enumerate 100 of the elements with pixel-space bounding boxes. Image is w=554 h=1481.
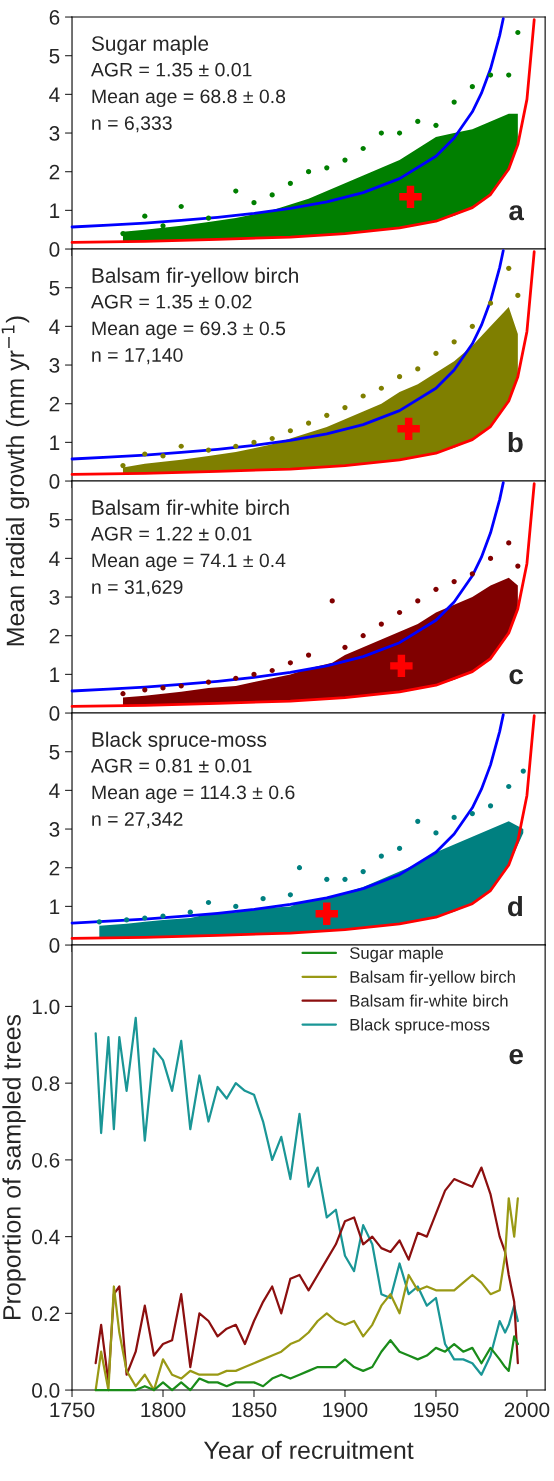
text: Sugar maple — [91, 35, 209, 56]
point — [469, 810, 475, 817]
point — [324, 412, 330, 418]
annotation: d — [508, 895, 523, 917]
point — [396, 130, 403, 136]
y-tick-label: 3 — [49, 822, 60, 837]
x-tick-label: 1850 — [232, 1402, 277, 1418]
point — [296, 865, 303, 871]
point — [233, 443, 239, 449]
y-tick-label: 4 — [49, 87, 60, 102]
line-series — [94, 1197, 519, 1392]
point — [178, 683, 184, 689]
x-tick-label: 1750 — [50, 1402, 95, 1418]
point — [396, 609, 403, 616]
y-tick-label: 6 — [49, 10, 60, 25]
annotation: Mean age = 114.3 ± 0.6 — [92, 785, 295, 804]
y-axis-title: Mean radial growth (mm yr$^{−1}$) — [1, 316, 30, 646]
point — [269, 435, 275, 442]
y-tick-label: 5 — [49, 48, 60, 64]
y-tick-label: 3 — [49, 590, 60, 605]
point — [515, 292, 521, 299]
point — [324, 876, 330, 882]
point — [324, 165, 330, 171]
point — [120, 691, 126, 697]
point — [506, 265, 512, 271]
point — [399, 185, 422, 209]
x-tick-label: 1950 — [414, 1402, 459, 1418]
point — [160, 453, 166, 459]
point — [315, 902, 338, 925]
point — [390, 654, 413, 678]
point — [160, 685, 166, 691]
point — [469, 84, 475, 90]
point — [360, 393, 366, 399]
annotation: n = 31,629 — [92, 580, 183, 597]
point — [142, 687, 148, 693]
text: Black spruce-moss — [92, 731, 267, 752]
annotation: AGR = 1.35 ± 0.02 — [90, 294, 252, 309]
point — [287, 180, 293, 186]
y-tick-label: 4 — [49, 551, 60, 566]
y-tick-label: 1.0 — [32, 999, 60, 1015]
point — [378, 853, 384, 859]
point — [120, 230, 126, 237]
annotation: AGR = 1.35 ± 0.01 — [90, 62, 252, 77]
legend-label: Black spruce-moss — [350, 1018, 490, 1034]
point — [487, 803, 494, 809]
point — [360, 633, 366, 639]
point — [251, 671, 257, 677]
point — [142, 915, 148, 921]
point — [487, 555, 494, 561]
point — [433, 586, 439, 592]
point — [433, 830, 439, 836]
point — [515, 29, 521, 36]
point — [469, 571, 475, 577]
y-tick-label: 1 — [50, 899, 60, 914]
point — [233, 188, 239, 194]
point — [469, 323, 475, 329]
y-tick-label: 0 — [49, 706, 60, 721]
y-tick-label: 5 — [49, 280, 60, 296]
annotation: a — [509, 205, 525, 221]
point — [142, 451, 148, 457]
point — [205, 215, 212, 221]
y-tick-label: 5 — [49, 744, 60, 760]
point — [96, 919, 102, 925]
x-tick-label: 1900 — [323, 1402, 368, 1418]
annotation: n = 27,342 — [92, 812, 183, 829]
point — [329, 598, 335, 604]
annotation: Mean age = 74.1 ± 0.4 — [92, 553, 286, 572]
y-tick-label: 0.4 — [32, 1229, 60, 1245]
point — [233, 903, 239, 909]
annotation: AGR = 1.22 ± 0.01 — [90, 526, 252, 541]
y-tick-label: 0.0 — [32, 1383, 60, 1398]
annotation: Mean age = 68.8 ± 0.8 — [92, 89, 286, 108]
point — [506, 540, 512, 546]
point — [342, 157, 348, 163]
y-tick-label: 3 — [49, 126, 60, 141]
point — [287, 892, 293, 898]
y-tick-label: 1 — [50, 203, 60, 218]
y-tick-label: 4 — [49, 319, 60, 334]
y-tick-label: 2 — [49, 396, 60, 412]
point — [506, 72, 512, 78]
y-tick-label: 0.2 — [32, 1306, 60, 1322]
legend-label: Balsam fir-white birch — [350, 994, 508, 1007]
point — [205, 679, 212, 685]
point — [160, 223, 166, 229]
y-tick-label: 0 — [49, 242, 60, 257]
point — [187, 909, 193, 915]
point — [378, 385, 384, 391]
text: Balsam fir-white birch — [92, 499, 289, 515]
y-tick-label: 0 — [49, 474, 60, 489]
point — [269, 667, 275, 674]
point — [397, 417, 420, 441]
point — [233, 675, 239, 681]
y-tick-label: 3 — [49, 358, 60, 373]
x-tick-label: 2000 — [504, 1402, 550, 1418]
point — [451, 814, 457, 821]
y-tick-label: 2 — [49, 628, 60, 644]
point — [342, 876, 348, 882]
y-axis-title: Proportion of sampled trees — [2, 1014, 26, 1320]
y-tick-label: 0 — [49, 938, 60, 953]
x-tick-label: 1800 — [141, 1402, 186, 1418]
